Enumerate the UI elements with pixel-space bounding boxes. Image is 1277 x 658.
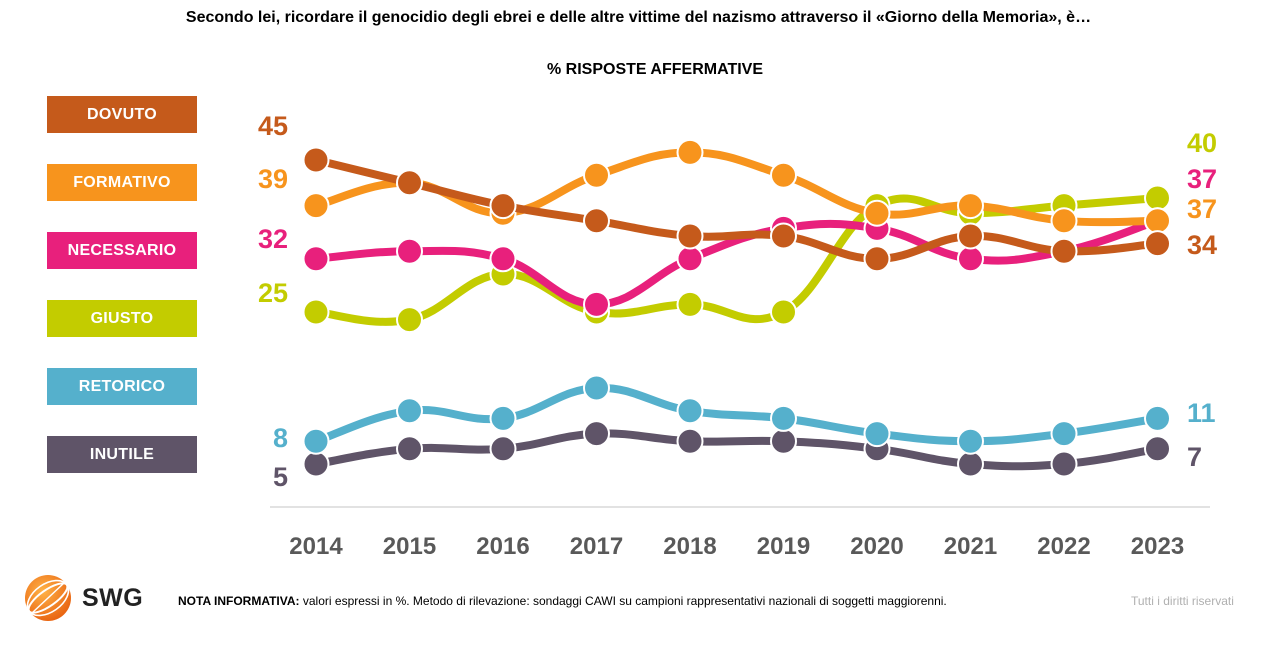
end-value-label: 40 — [1187, 128, 1217, 158]
data-point — [302, 146, 330, 174]
data-point — [489, 192, 517, 220]
x-tick-label: 2016 — [476, 533, 529, 560]
x-tick-label: 2021 — [944, 533, 997, 560]
data-point — [770, 427, 797, 455]
legend-item-retorico: RETORICO — [47, 368, 197, 405]
data-point — [676, 427, 704, 455]
end-value-label: 11 — [1187, 398, 1216, 428]
data-point — [676, 245, 704, 273]
data-point — [1050, 207, 1078, 235]
end-value-label: 37 — [1187, 164, 1217, 194]
legend-item-giusto: GIUSTO — [47, 300, 197, 337]
legend-item-dovuto: DOVUTO — [47, 96, 197, 133]
data-point — [770, 298, 797, 326]
data-point — [957, 427, 984, 455]
data-point — [1144, 207, 1171, 235]
data-point — [863, 245, 891, 273]
start-value-label: 8 — [273, 423, 288, 453]
data-point — [770, 404, 797, 432]
data-point — [583, 161, 610, 189]
data-point — [302, 245, 330, 273]
series-inutile — [302, 420, 1171, 478]
end-value-label: 7 — [1187, 442, 1202, 472]
start-value-label: 39 — [258, 164, 288, 194]
data-point — [302, 427, 330, 455]
x-tick-label: 2020 — [850, 533, 903, 560]
data-point — [396, 169, 423, 197]
data-point — [583, 290, 610, 318]
data-point — [1144, 435, 1171, 463]
data-point — [676, 222, 704, 250]
start-value-label: 25 — [258, 278, 288, 308]
data-point — [302, 298, 330, 326]
x-tick-label: 2018 — [663, 533, 716, 560]
series-line — [312, 216, 1162, 309]
data-point — [770, 222, 797, 250]
x-tick-label: 2022 — [1037, 533, 1090, 560]
rights-reserved: Tutti i diritti riservati — [1131, 594, 1234, 608]
data-point — [1144, 404, 1171, 432]
series-line — [312, 383, 1162, 446]
data-point — [302, 192, 330, 220]
data-point — [396, 397, 423, 425]
data-point — [302, 450, 330, 478]
chart-subtitle: % RISPOSTE AFFERMATIVE — [546, 61, 763, 78]
footnote-text: valori espressi in %. Metodo di rilevazi… — [299, 594, 947, 608]
data-point — [489, 435, 517, 463]
brand-name: SWG — [82, 584, 144, 612]
data-point — [676, 138, 704, 166]
data-point — [1050, 420, 1078, 448]
series-line — [312, 156, 1162, 263]
data-point — [583, 207, 610, 235]
legend-item-formativo: FORMATIVO — [47, 164, 197, 201]
x-tick-label: 2023 — [1131, 533, 1184, 560]
x-tick-label: 2014 — [289, 533, 343, 560]
x-tick-label: 2019 — [757, 533, 810, 560]
series-line — [312, 148, 1162, 227]
data-point — [489, 245, 517, 273]
legend-item-inutile: INUTILE — [47, 436, 197, 473]
x-tick-label: 2015 — [383, 533, 436, 560]
data-point — [396, 237, 423, 265]
series-retorico — [302, 374, 1171, 455]
data-point — [1144, 230, 1171, 258]
chart-title: Secondo lei, ricordare il genocidio degl… — [185, 9, 1092, 26]
legend-item-necessario: NECESSARIO — [47, 232, 197, 269]
data-point — [583, 374, 610, 402]
x-tick-label: 2017 — [570, 533, 623, 560]
end-value-label: 37 — [1187, 194, 1217, 224]
footnote-label: NOTA INFORMATIVA: — [178, 594, 300, 608]
data-point — [676, 397, 704, 425]
data-point — [676, 290, 704, 318]
data-point — [1050, 237, 1078, 265]
data-point — [489, 404, 517, 432]
data-point — [957, 192, 984, 220]
data-point — [396, 306, 423, 334]
data-point — [863, 420, 891, 448]
series-line — [312, 429, 1162, 471]
start-value-label: 32 — [258, 224, 288, 254]
data-point — [770, 161, 797, 189]
data-point — [957, 245, 984, 273]
data-point — [583, 420, 610, 448]
data-point — [1050, 450, 1078, 478]
data-point — [1144, 184, 1171, 212]
end-value-label: 34 — [1187, 230, 1217, 260]
start-value-label: 5 — [273, 462, 288, 492]
series-dovuto — [302, 146, 1171, 273]
swg-logo-icon — [25, 575, 71, 621]
data-point — [957, 222, 984, 250]
data-point — [396, 435, 423, 463]
data-point — [863, 199, 891, 227]
series-necessario — [302, 207, 1171, 318]
start-value-label: 45 — [258, 111, 288, 141]
footnote: NOTA INFORMATIVA: valori espressi in %. … — [178, 594, 947, 608]
data-point — [957, 450, 984, 478]
